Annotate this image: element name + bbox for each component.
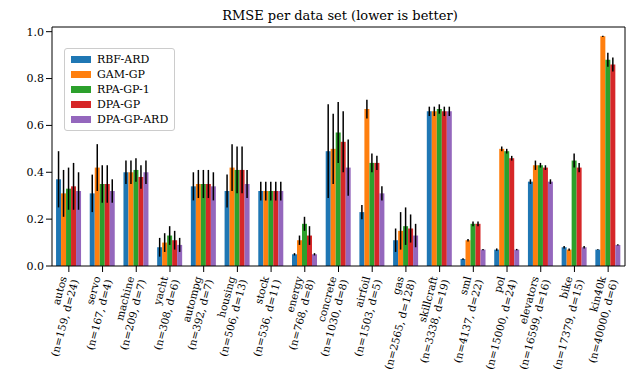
svg-text:autompg(n=392, d=7): autompg(n=392, d=7) bbox=[173, 275, 215, 352]
svg-text:autos(n=159, d=24): autos(n=159, d=24) bbox=[37, 275, 81, 358]
html-text:DPA-GP: DPA-GP bbox=[97, 98, 141, 111]
svg-text:0.2: 0.2 bbox=[27, 213, 45, 226]
html-text:RMSE per data set (lower is be: RMSE per data set (lower is better) bbox=[222, 8, 458, 23]
svg-text:servo(n=167, d=4): servo(n=167, d=4) bbox=[72, 275, 114, 351]
svg-text:housing(n=506, d=13): housing(n=506, d=13) bbox=[205, 275, 249, 358]
svg-text:0.0: 0.0 bbox=[27, 260, 45, 273]
svg-text:0.4: 0.4 bbox=[27, 166, 45, 179]
svg-text:machine(n=209, d=7): machine(n=209, d=7) bbox=[106, 275, 148, 351]
svg-text:stock(n=536, d=11): stock(n=536, d=11) bbox=[239, 274, 283, 357]
svg-text:skillcraft(n=3338, d=19): skillcraft(n=3338, d=19) bbox=[406, 274, 452, 364]
html-text:DPA-GP-ARD: DPA-GP-ARD bbox=[97, 113, 169, 126]
html-text:GAM-GP: GAM-GP bbox=[97, 68, 145, 81]
html-text:RBF-ARD: RBF-ARD bbox=[97, 53, 150, 66]
html-text:RPA-GP-1: RPA-GP-1 bbox=[97, 83, 150, 96]
svg-text:yacht(n=308, d=6): yacht(n=308, d=6) bbox=[140, 274, 182, 351]
svg-text:bike(n=17379, d=15): bike(n=17379, d=15) bbox=[539, 275, 586, 371]
svg-text:sml(n=4137, d=22): sml(n=4137, d=22) bbox=[439, 274, 485, 364]
svg-text:1.0: 1.0 bbox=[27, 26, 45, 39]
svg-text:energy(n=768, d=8): energy(n=768, d=8) bbox=[274, 275, 316, 351]
svg-text:kin40k(n=40000, d=6): kin40k(n=40000, d=6) bbox=[574, 274, 620, 364]
svg-text:pol(n=15000, d=24): pol(n=15000, d=24) bbox=[471, 274, 518, 370]
svg-text:gas(n=2565, d=128): gas(n=2565, d=128) bbox=[370, 275, 417, 371]
svg-text:concrete(n=1030, d=8): concrete(n=1030, d=8) bbox=[306, 275, 350, 358]
svg-text:0.6: 0.6 bbox=[27, 119, 45, 132]
svg-text:elevators(n=16599, d=16): elevators(n=16599, d=16) bbox=[505, 275, 552, 371]
svg-text:airfoil(n=1503, d=5): airfoil(n=1503, d=5) bbox=[340, 274, 384, 357]
svg-text:0.8: 0.8 bbox=[27, 72, 45, 85]
